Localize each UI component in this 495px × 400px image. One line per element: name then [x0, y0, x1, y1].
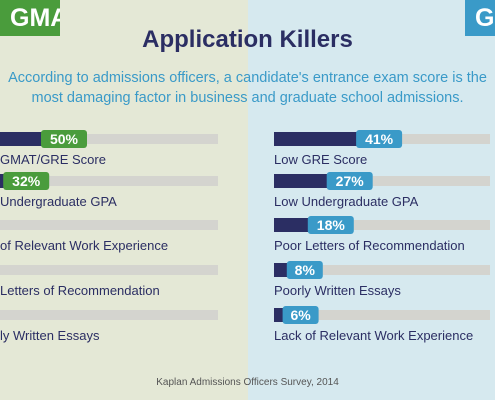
gmat-value-badge — [41, 130, 87, 148]
gre-value-badge — [326, 172, 373, 190]
gmat-category-label: GMAT/GRE Score — [0, 152, 106, 167]
gre-value-badge — [286, 261, 323, 279]
gre-value-badge — [307, 216, 354, 234]
gre-value-label: 41% — [365, 131, 394, 147]
gmat-bar — [0, 132, 45, 146]
gmat-category-label: ly Written Essays — [0, 328, 100, 343]
gmat-panel — [0, 0, 248, 400]
gre-bar-track — [274, 310, 490, 320]
source-footer: Kaplan Admissions Officers Survey, 2014 — [156, 377, 339, 388]
subtitle-line-1: According to admissions officers, a cand… — [8, 70, 487, 86]
gre-category-label: Poorly Written Essays — [274, 283, 401, 298]
gre-value-label: 6% — [290, 307, 311, 323]
gre-value-badge — [356, 130, 403, 148]
gre-value-label: 27% — [336, 173, 365, 189]
gre-panel — [248, 0, 495, 400]
gmat-category-label: Letters of Recommendation — [0, 283, 160, 298]
gmat-tag: GMAT — [0, 0, 60, 36]
gmat-bar-track — [0, 310, 218, 320]
gmat-value-label: 32% — [12, 173, 41, 189]
gre-bar — [274, 174, 331, 188]
gre-category-label: Low Undergraduate GPA — [274, 194, 419, 209]
gmat-category-label: Undergraduate GPA — [0, 194, 117, 209]
gmat-category-label: of Relevant Work Experience — [0, 238, 168, 253]
gre-bar-track — [274, 265, 490, 275]
gmat-bar-track — [0, 265, 218, 275]
gre-value-label: 8% — [295, 262, 316, 278]
subtitle-line-2: most damaging factor in business and gra… — [31, 90, 464, 106]
page-title: Application Killers — [142, 26, 353, 53]
gre-bar — [274, 218, 312, 232]
gmat-bar-track — [0, 176, 218, 186]
gre-category-label: Poor Letters of Recommendation — [274, 238, 465, 253]
gre-bar-track — [274, 176, 490, 186]
gre-category-label: Lack of Relevant Work Experience — [274, 328, 473, 343]
gre-value-badge — [282, 306, 319, 324]
gre-value-label: 18% — [317, 217, 346, 233]
subtitle: According to admissions officers, a cand… — [0, 68, 495, 108]
gre-category-label: Low GRE Score — [274, 152, 367, 167]
gre-bar-track — [274, 220, 490, 230]
gmat-value-label: 50% — [50, 131, 79, 147]
gmat-bar-track — [0, 220, 218, 230]
gre-tag: GRE — [465, 0, 495, 36]
gmat-bar-track — [0, 134, 218, 144]
gre-bar — [274, 132, 361, 146]
gmat-value-badge — [3, 172, 50, 190]
gre-bar — [274, 263, 291, 277]
